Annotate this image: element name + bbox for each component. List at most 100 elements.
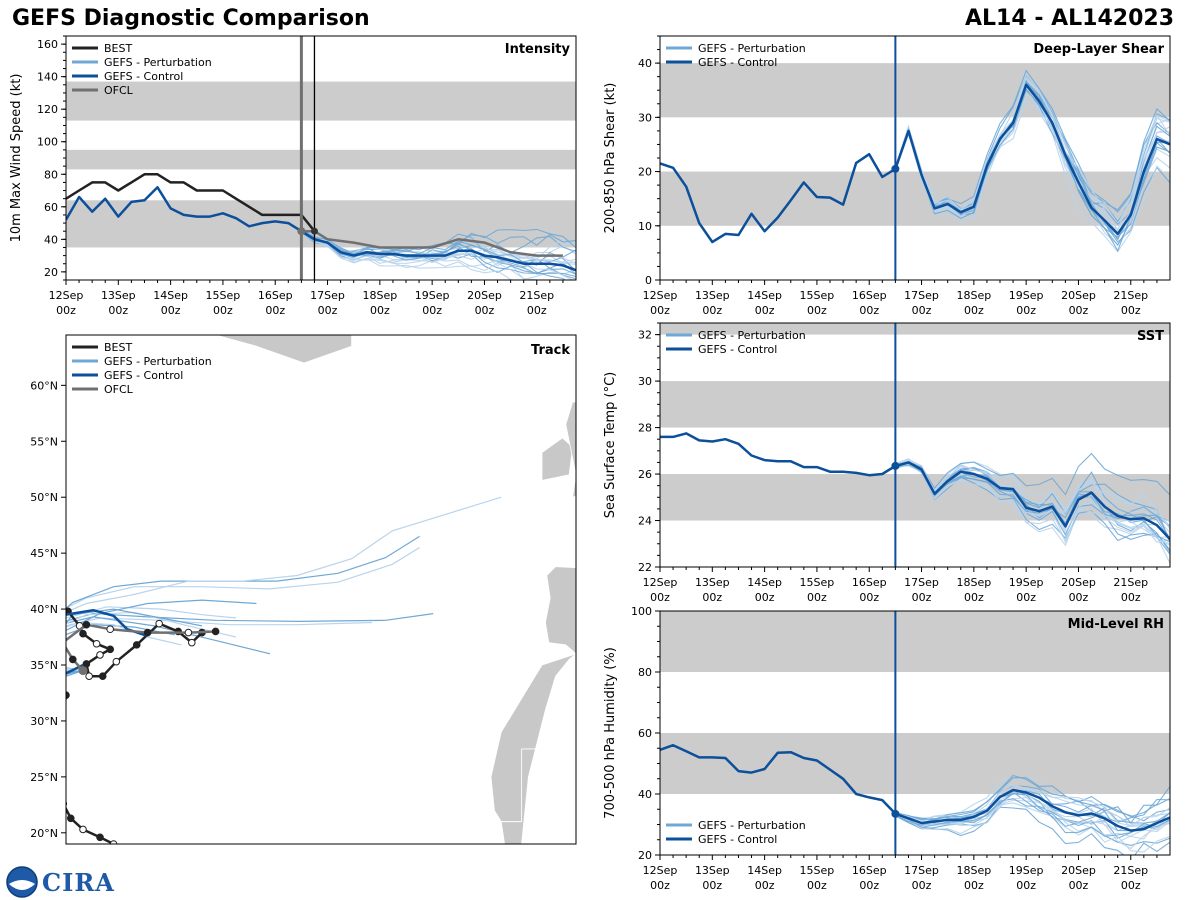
x-tick-label-hour: 00z	[807, 879, 827, 892]
plot-area	[660, 743, 1170, 855]
panel-track: 20°N 25°N 30°N 35°N 40°N 45°N 50°N 55°N 60°N Trac…	[30, 334, 577, 845]
track-point	[66, 674, 67, 678]
series-line-gefs-control	[66, 186, 576, 272]
track-point	[42, 638, 49, 645]
country-border	[550, 748, 576, 778]
x-tick-label-hour: 00z	[370, 304, 390, 317]
y-tick-label: 26	[638, 468, 652, 481]
panel-rh: 20 40 60 80 100 12Sep 00z 13Sep 00z 14Sep 00z 15Sep…	[603, 605, 1171, 892]
x-tick-label-hour: 00z	[859, 304, 879, 317]
x-tick-label-date: 20Sep	[1061, 864, 1096, 877]
legend-label: GEFS - Perturbation	[698, 329, 806, 342]
x-tick-label-date: 21Sep	[1113, 864, 1148, 877]
panel-title: Mid-Level RH	[1068, 617, 1164, 632]
track-point	[59, 721, 66, 728]
x-tick-label-hour: 00z	[650, 591, 670, 604]
track-point	[109, 840, 118, 844]
cira-logo: CIRA	[6, 866, 115, 898]
y-tick-label: 80	[638, 666, 652, 679]
x-tick-label-hour: 00z	[859, 879, 879, 892]
country-border	[497, 821, 500, 841]
x-tick-label-date: 19Sep	[1009, 864, 1044, 877]
track-point	[66, 814, 75, 823]
x-tick-label-date: 17Sep	[904, 289, 939, 302]
y-tick-label: 20	[44, 266, 58, 279]
shaded-band	[66, 149, 576, 170]
x-tick-label-date: 21Sep	[1113, 289, 1148, 302]
country-border	[528, 787, 576, 822]
y-tick-label: 24	[638, 515, 652, 528]
track-point	[98, 672, 107, 680]
x-tick-label-hour: 00z	[650, 304, 670, 317]
legend-label: GEFS - Control	[104, 369, 183, 382]
panel-shear: 0 10 20 30 40 12Sep 00z 13Sep 00z 14Sep 00z 15Sep 00…	[603, 35, 1171, 317]
x-tick-label-hour: 00z	[702, 591, 722, 604]
track-point	[96, 651, 104, 659]
y-tick-label: 60	[44, 201, 58, 214]
perturbation-line	[301, 230, 538, 280]
perturbation-track	[66, 546, 420, 675]
plot-area	[660, 432, 1170, 564]
series-line-gefs-control	[660, 743, 1170, 832]
legend-label: GEFS - Perturbation	[698, 819, 806, 832]
track-point	[85, 672, 93, 680]
shaded-band	[660, 611, 1170, 672]
y-axis-label: 10m Max Wind Speed (kt)	[9, 74, 24, 243]
perturbation-line	[894, 73, 1170, 221]
x-tick-label-hour: 00z	[1121, 304, 1141, 317]
x-tick-label-date: 13Sep	[101, 289, 136, 302]
series-line-gefs-control	[660, 432, 1170, 540]
x-tick-label-date: 20Sep	[467, 289, 502, 302]
legend-label: GEFS - Control	[698, 343, 777, 356]
x-tick-label-date: 15Sep	[800, 576, 835, 589]
x-tick-label-hour: 00z	[161, 304, 181, 317]
track-point	[184, 628, 193, 637]
y-tick-label: 10	[638, 220, 652, 233]
x-tick-label-hour: 00z	[807, 304, 827, 317]
y-tick-label: 45°N	[30, 547, 58, 560]
legend-label: BEST	[104, 341, 132, 354]
init-point	[297, 227, 306, 236]
x-tick-label-hour: 00z	[964, 591, 984, 604]
y-tick-label: 140	[37, 71, 58, 84]
legend-label: OFCL	[104, 84, 134, 97]
y-tick-label: 25°N	[30, 771, 58, 784]
legend-label: GEFS - Control	[698, 56, 777, 69]
y-tick-label: 60°N	[30, 379, 58, 392]
legend-label: GEFS - Control	[698, 833, 777, 846]
x-tick-label-hour: 00z	[807, 591, 827, 604]
greenland-landmass	[215, 335, 353, 364]
y-tick-label: 40	[638, 788, 652, 801]
track-point	[49, 620, 56, 627]
x-tick-label-hour: 00z	[1069, 879, 1089, 892]
x-tick-label-hour: 00z	[912, 304, 932, 317]
axes-frame	[65, 334, 577, 845]
track-point	[38, 645, 45, 652]
series-line-ofcl	[301, 229, 563, 257]
best-end-point	[310, 227, 318, 235]
x-tick-label-hour: 00z	[1121, 879, 1141, 892]
y-tick-label: 30	[638, 375, 652, 388]
x-tick-label-date: 15Sep	[800, 289, 835, 302]
y-tick-label: 40	[44, 233, 58, 246]
country-border	[550, 703, 576, 733]
y-tick-label: 160	[37, 38, 58, 51]
track-point	[92, 639, 101, 648]
x-tick-label-date: 16Sep	[852, 864, 887, 877]
y-tick-label: 40	[638, 57, 652, 70]
panel-title: SST	[1137, 329, 1164, 344]
track-point	[66, 640, 67, 645]
iceland-landmass	[460, 335, 509, 336]
track-point	[69, 655, 77, 664]
y-tick-label: 50°N	[30, 491, 58, 504]
perturbation-line	[301, 232, 567, 280]
shaded-band	[660, 733, 1170, 794]
x-tick-label-date: 14Sep	[747, 289, 782, 302]
x-tick-label-hour: 00z	[702, 879, 722, 892]
y-tick-label: 32	[638, 329, 652, 342]
track-point	[106, 645, 114, 654]
legend-label: GEFS - Perturbation	[104, 355, 212, 368]
track-point	[82, 660, 91, 668]
y-tick-label: 22	[638, 561, 652, 574]
